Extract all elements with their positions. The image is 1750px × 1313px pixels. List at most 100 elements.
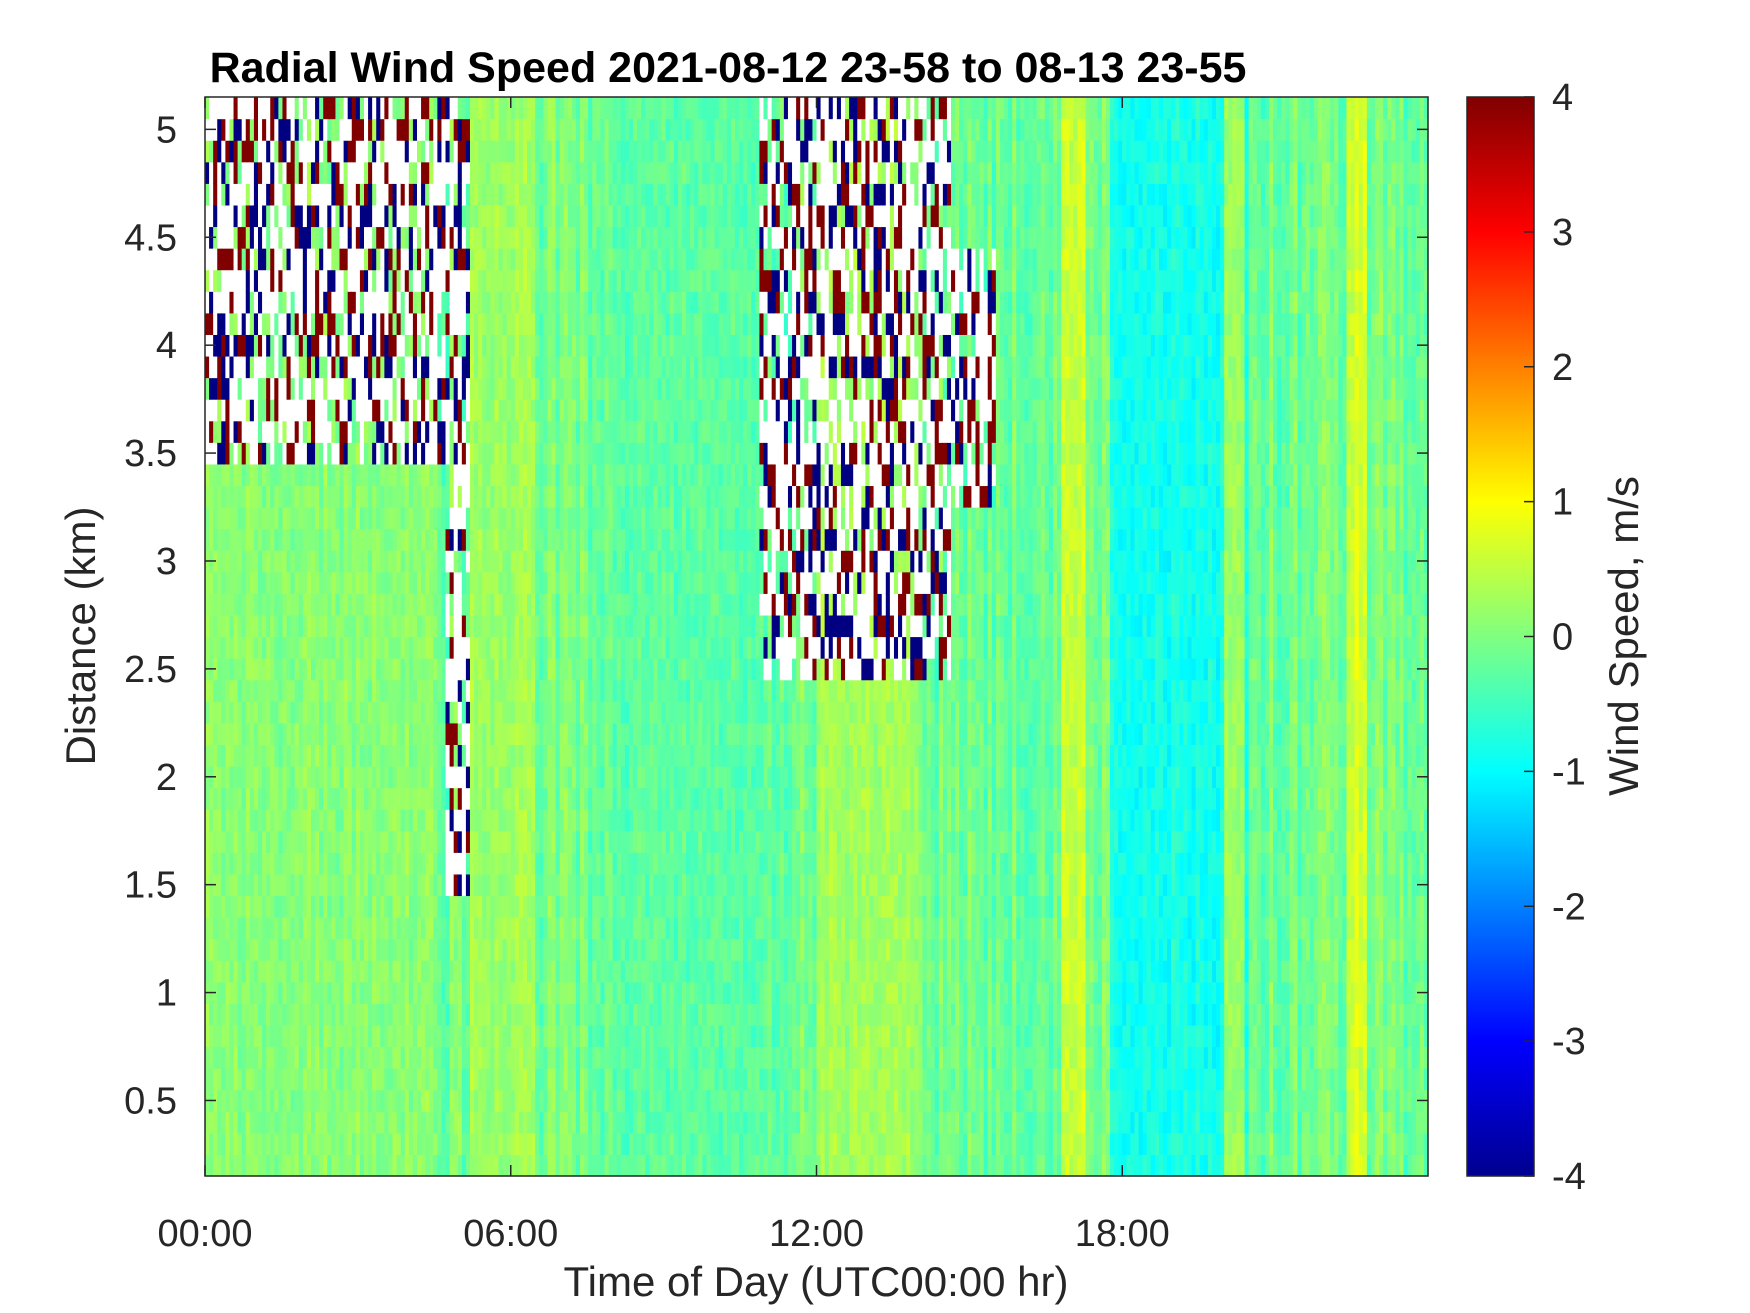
heatmap-cell [237,97,243,120]
heatmap-cell [412,485,418,508]
heatmap-cell [253,679,259,702]
heatmap-cell [592,809,597,832]
heatmap-cell [274,377,279,400]
heatmap-cell [412,873,418,897]
heatmap-cell [567,334,573,357]
heatmap-cell [474,873,479,897]
heatmap-cell [323,1154,328,1177]
heatmap-cell [588,291,593,314]
heatmap-cell [302,442,308,465]
heatmap-cell [286,1046,292,1069]
heatmap-cell [506,269,512,292]
heatmap-cell [445,744,451,767]
heatmap-cell [580,830,585,853]
heatmap-cell [408,226,414,249]
heatmap-cell [392,960,398,983]
heatmap-cell [527,744,532,767]
heatmap-cell [412,140,418,163]
heatmap-cell [302,377,308,400]
heatmap-cell [380,873,385,897]
heatmap-cell [237,1132,243,1156]
heatmap-cell [213,1132,218,1156]
heatmap-cell [368,614,373,638]
heatmap-cell [416,679,422,702]
heatmap-cell [563,960,569,983]
heatmap-cell [429,809,434,832]
heatmap-cell [290,528,296,551]
heatmap-cell [584,1046,589,1069]
heatmap-cell [327,765,332,789]
heatmap-cell [368,485,373,508]
heatmap-cell [384,765,390,789]
heatmap-cell [400,917,406,940]
heatmap-cell [571,1132,577,1156]
heatmap-cell [343,765,349,789]
heatmap-cell [258,140,263,163]
heatmap-cell [343,744,349,767]
heatmap-cell [253,355,259,379]
heatmap-cell [327,377,332,400]
heatmap-cell [249,960,255,983]
heatmap-cell [604,960,610,983]
heatmap-cell [331,960,337,983]
heatmap-cell [363,873,369,897]
heatmap-cell [482,183,487,206]
heatmap-cell [290,312,296,335]
heatmap-cell [258,97,263,120]
heatmap-cell [453,852,459,875]
heatmap-cell [363,183,369,206]
heatmap-cell [327,1046,332,1069]
heatmap-cell [539,1132,544,1156]
heatmap-cell [539,248,544,271]
heatmap-cell [335,917,341,940]
heatmap-cell [315,1068,320,1091]
heatmap-cell [359,204,365,228]
heatmap-cell [372,204,377,228]
heatmap-cell [514,550,520,573]
heatmap-cell [457,97,463,120]
heatmap-cell [388,917,394,940]
heatmap-cell [482,1068,487,1091]
heatmap-cell [225,334,231,357]
heatmap-cell [453,183,459,206]
heatmap-cell [510,917,516,940]
heatmap-cell [559,1154,565,1177]
heatmap-cell [506,97,512,120]
heatmap-cell [559,334,565,357]
heatmap-cell [217,571,222,594]
heatmap-cell [486,614,491,638]
heatmap-cell [237,118,243,141]
heatmap-cell [351,183,357,206]
heatmap-cell [205,463,210,487]
heatmap-cell [408,442,414,465]
heatmap-cell [531,787,536,810]
heatmap-cell [278,204,284,228]
heatmap-cell [323,873,328,897]
heatmap-cell [404,1046,410,1069]
heatmap-cell [351,938,357,961]
heatmap-cell [522,765,528,789]
heatmap-cell [551,528,557,551]
heatmap-cell [551,917,557,940]
heatmap-cell [563,917,569,940]
heatmap-cell [588,809,593,832]
heatmap-cell [457,550,463,573]
heatmap-cell [421,1154,426,1177]
heatmap-cell [506,485,512,508]
heatmap-cell [294,269,300,292]
heatmap-cell [600,550,606,573]
heatmap-cell [506,1003,512,1026]
heatmap-cell [213,1068,218,1091]
heatmap-cell [604,161,610,184]
heatmap-cell [315,1003,320,1026]
heatmap-cell [213,399,218,422]
heatmap-cell [408,852,414,875]
heatmap-cell [249,377,255,400]
heatmap-cell [412,97,418,120]
heatmap-cell [531,1068,536,1091]
heatmap-cell [376,852,381,875]
heatmap-cell [494,1068,500,1091]
heatmap-cell [209,291,214,314]
heatmap-cell [278,658,284,681]
heatmap-cell [306,204,312,228]
